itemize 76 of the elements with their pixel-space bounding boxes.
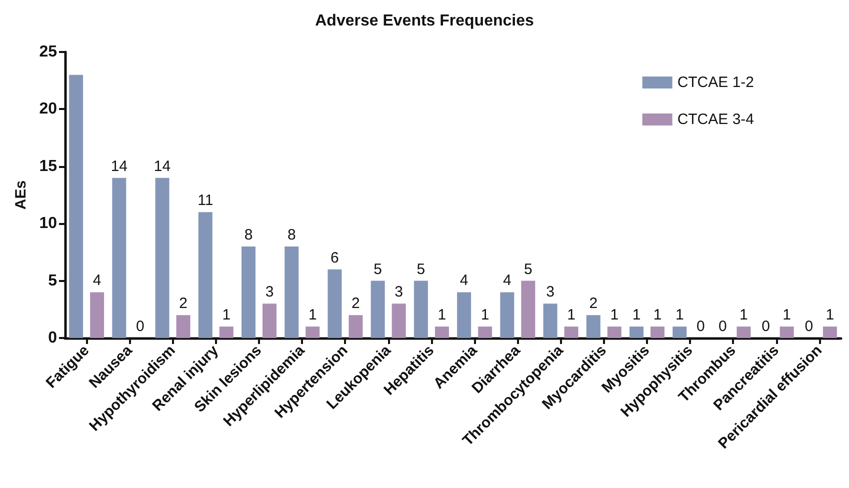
- bar: [457, 292, 472, 338]
- data-label: 0: [696, 318, 705, 335]
- y-tick-label: 5: [48, 272, 58, 290]
- bar: [370, 280, 385, 338]
- data-label: 0: [718, 318, 727, 335]
- bar: [348, 315, 363, 338]
- data-label: 2: [589, 295, 598, 312]
- data-label: 8: [244, 226, 253, 244]
- data-label: 6: [330, 249, 339, 266]
- data-label: 3: [546, 284, 554, 301]
- bar: [630, 326, 644, 338]
- data-label: 5: [416, 260, 426, 278]
- bar: [478, 326, 492, 338]
- bar: [262, 304, 276, 338]
- data-label: 1: [632, 306, 641, 324]
- data-label: 4: [92, 272, 102, 290]
- data-label: 14: [110, 158, 128, 175]
- bar: [607, 326, 622, 338]
- bar: [414, 280, 428, 338]
- bar: [112, 178, 126, 338]
- data-label: 14: [154, 158, 171, 175]
- bar: [392, 304, 406, 338]
- data-label: 2: [352, 295, 360, 312]
- bar: [543, 304, 558, 338]
- bar: [328, 269, 342, 338]
- data-label: 3: [394, 284, 404, 301]
- data-label: 1: [675, 306, 684, 324]
- data-label: 1: [567, 306, 576, 324]
- data-label: 0: [136, 318, 144, 335]
- data-label: 0: [762, 318, 770, 335]
- y-tick-label: 20: [39, 100, 58, 118]
- data-label: 4: [460, 272, 468, 290]
- y-tick-label: 10: [39, 215, 58, 232]
- data-label: 1: [740, 306, 748, 324]
- data-label: 11: [198, 192, 214, 210]
- bar: [672, 326, 687, 338]
- data-label: 1: [222, 306, 231, 324]
- y-tick-label: 25: [39, 44, 58, 60]
- data-label: 1: [782, 306, 792, 324]
- data-label: 1: [826, 306, 834, 324]
- chart-title: Adverse Events Frequencies: [315, 12, 534, 30]
- data-label: 1: [480, 306, 490, 324]
- data-label: 3: [265, 284, 274, 301]
- y-tick-label: 0: [48, 330, 58, 346]
- bar: [434, 326, 449, 338]
- bar: [650, 326, 664, 338]
- bar: [176, 315, 190, 338]
- data-label: 8: [287, 226, 296, 244]
- bar: [69, 74, 84, 338]
- bar: [822, 326, 837, 338]
- data-label: 4: [502, 272, 512, 290]
- bar: [564, 326, 578, 338]
- data-label: 0: [804, 318, 814, 335]
- data-label: 1: [308, 306, 317, 324]
- legend-label: CTCAE 3-4: [677, 111, 754, 128]
- legend-label: CTCAE 1-2: [677, 74, 754, 91]
- bar: [521, 280, 536, 338]
- bar: [736, 326, 751, 338]
- data-label: 1: [610, 306, 619, 324]
- data-label: 1: [653, 306, 662, 324]
- data-label: 5: [524, 260, 532, 278]
- bar: [500, 292, 514, 338]
- bar: [284, 246, 299, 338]
- bar: [242, 246, 256, 338]
- data-label: 1: [438, 306, 446, 324]
- data-label: 5: [374, 260, 382, 278]
- bar: [780, 326, 794, 338]
- bar: [90, 292, 104, 338]
- bar: [219, 326, 234, 338]
- bar: [586, 315, 600, 338]
- data-label: 2: [179, 295, 188, 312]
- y-tick-label: 15: [39, 158, 58, 175]
- bar: [198, 212, 212, 338]
- y-axis-title: AEs: [12, 180, 30, 210]
- bar: [155, 178, 170, 338]
- bar: [306, 326, 320, 338]
